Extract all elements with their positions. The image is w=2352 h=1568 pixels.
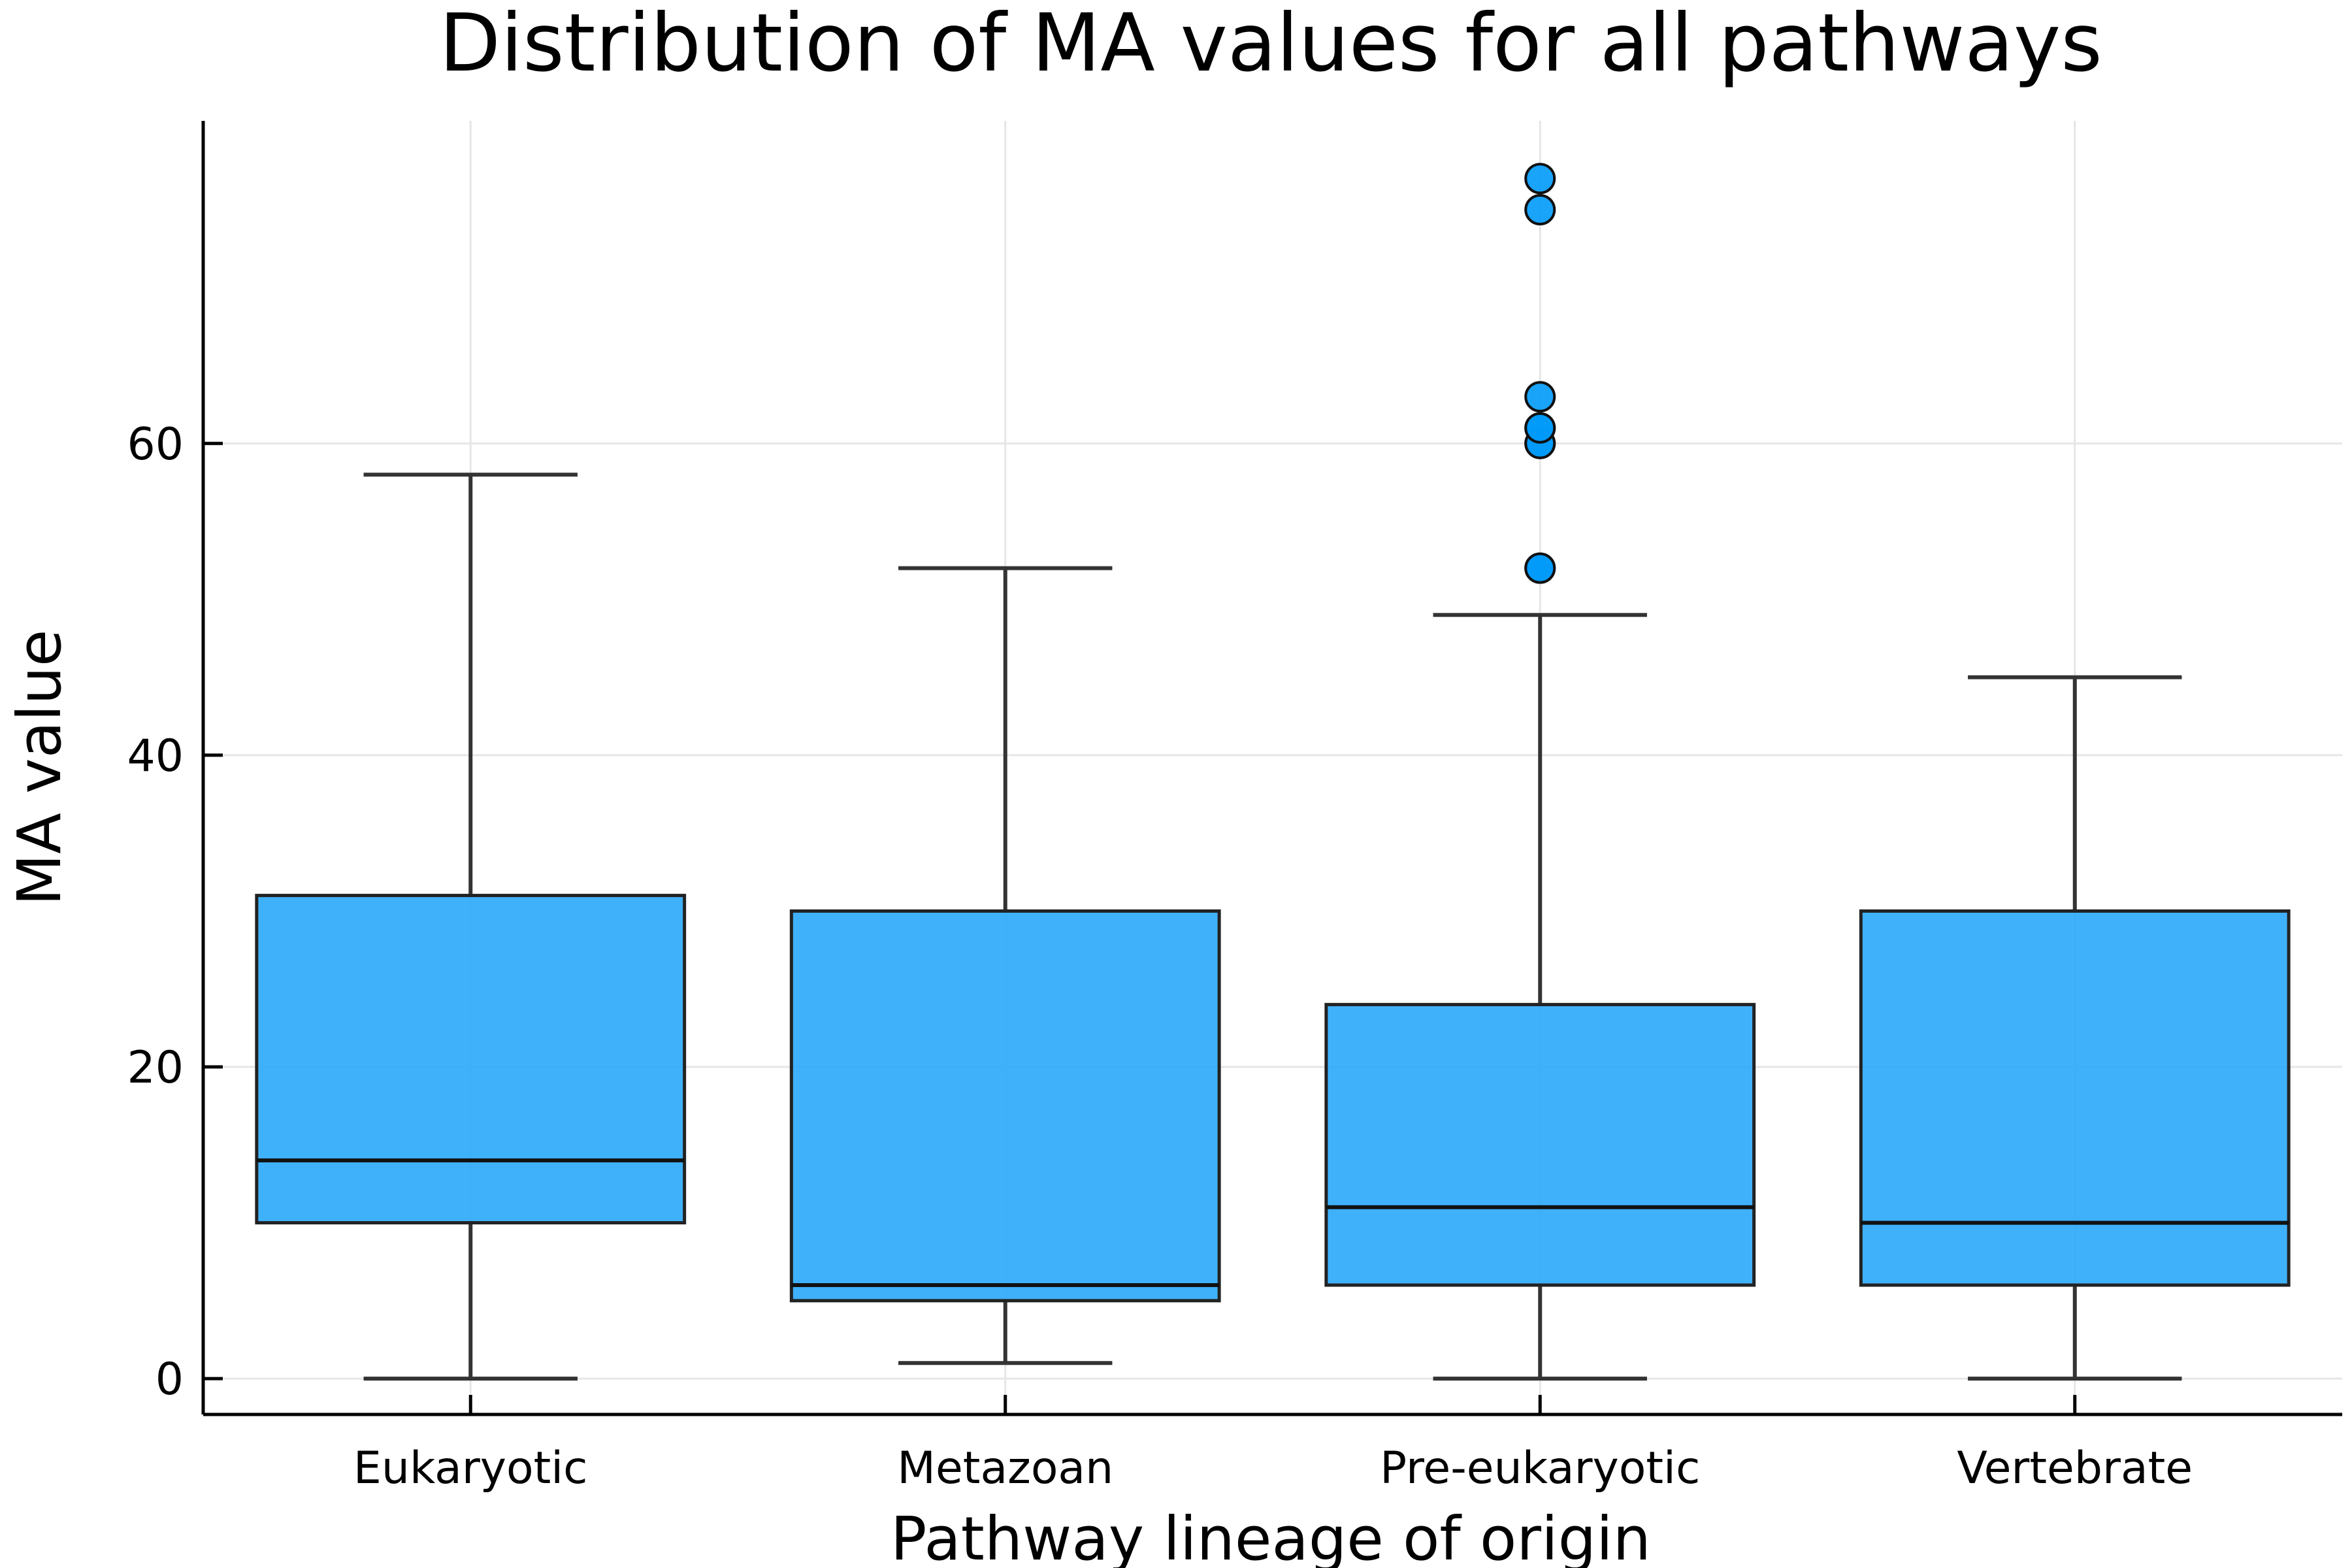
box-iqr xyxy=(1324,1003,1756,1287)
y-axis-label: MA value xyxy=(5,630,74,906)
outlier-point xyxy=(1524,163,1556,195)
box-iqr xyxy=(1859,909,2291,1287)
box-group-pre-eukaryotic xyxy=(1324,163,1756,1381)
y-tick-label: 20 xyxy=(127,1042,184,1094)
box-iqr xyxy=(789,909,1221,1303)
outlier-point xyxy=(1524,381,1556,413)
y-tick-label: 0 xyxy=(155,1354,184,1405)
outlier-point xyxy=(1524,552,1556,584)
box-group-metazoan xyxy=(789,566,1221,1365)
tick-labels: 0 20 40 60 Eukaryotic Metazoan Pre-eukaryotic V… xyxy=(127,419,2193,1494)
box-group-vertebrate xyxy=(1859,675,2291,1381)
y-tick-label: 40 xyxy=(127,730,184,782)
y-tick-label: 60 xyxy=(127,419,184,470)
box-series xyxy=(255,163,2291,1381)
box-group-eukaryotic xyxy=(255,472,687,1381)
outlier-point xyxy=(1524,412,1556,444)
outlier-point xyxy=(1524,193,1556,225)
x-tick-label: Metazoan xyxy=(897,1443,1113,1494)
axes xyxy=(201,121,2342,1416)
x-tick-label: Vertebrate xyxy=(1957,1443,2193,1494)
chart-title: Distribution of MA values for all pathwa… xyxy=(439,0,2102,90)
x-tick-label: Eukaryotic xyxy=(353,1443,588,1494)
x-axis-label: Pathway lineage of origin xyxy=(890,1504,1651,1568)
x-tick-label: Pre-eukaryotic xyxy=(1380,1443,1700,1494)
box-iqr xyxy=(255,894,687,1225)
